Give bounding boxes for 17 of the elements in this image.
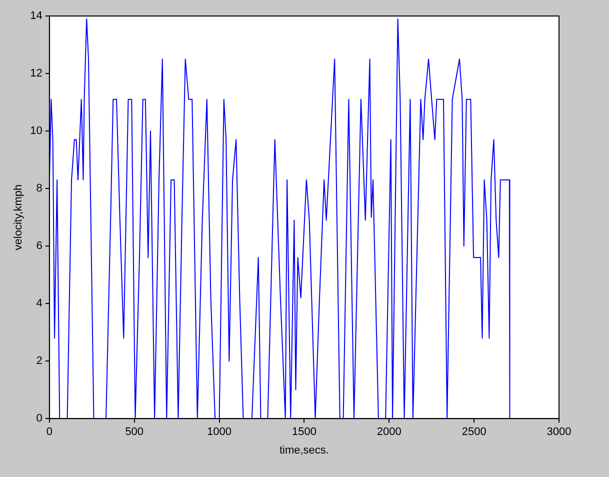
- y-tick-label: 14: [30, 10, 42, 22]
- x-tick-label: 2000: [376, 426, 402, 438]
- x-tick-label: 1000: [207, 426, 232, 438]
- y-tick-label: 0: [36, 412, 42, 425]
- y-tick-label: 4: [36, 298, 42, 310]
- y-tick-label: 10: [30, 125, 42, 138]
- x-tick-label: 500: [125, 426, 144, 438]
- x-tick-label: 2500: [462, 426, 486, 438]
- x-tick-label: 0: [46, 426, 52, 438]
- y-tick-label: 6: [36, 240, 42, 252]
- x-axis-title: time,secs.: [279, 444, 329, 456]
- x-tick-label: 3000: [546, 426, 572, 438]
- y-tick-label: 2: [36, 355, 42, 368]
- x-tick-label: 1500: [292, 426, 316, 438]
- y-tick-label: 12: [30, 68, 42, 80]
- y-axis-title: velocity,kmph: [12, 184, 25, 250]
- y-tick-label: 8: [36, 182, 42, 195]
